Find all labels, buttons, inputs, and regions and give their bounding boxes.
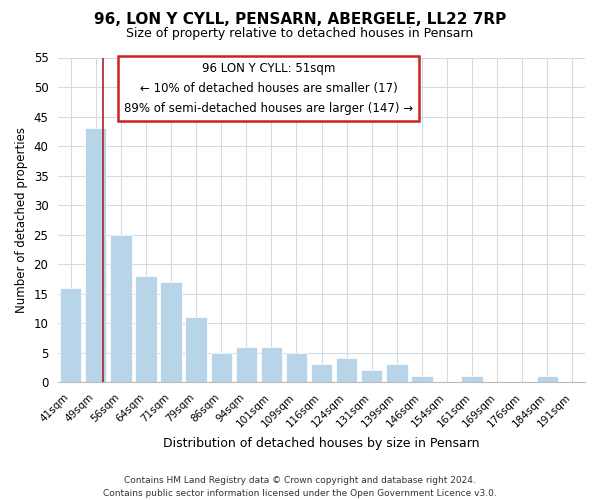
Text: 96 LON Y CYLL: 51sqm
← 10% of detached houses are smaller (17)
89% of semi-detac: 96 LON Y CYLL: 51sqm ← 10% of detached h…	[124, 62, 413, 116]
Bar	[211, 352, 232, 382]
X-axis label: Distribution of detached houses by size in Pensarn: Distribution of detached houses by size …	[163, 437, 480, 450]
Bar	[261, 346, 282, 382]
Bar	[411, 376, 433, 382]
Bar	[386, 364, 407, 382]
Bar	[461, 376, 483, 382]
Bar	[286, 352, 307, 382]
Bar	[60, 288, 82, 382]
Text: 96, LON Y CYLL, PENSARN, ABERGELE, LL22 7RP: 96, LON Y CYLL, PENSARN, ABERGELE, LL22 …	[94, 12, 506, 28]
Text: Contains HM Land Registry data © Crown copyright and database right 2024.
Contai: Contains HM Land Registry data © Crown c…	[103, 476, 497, 498]
Bar	[110, 234, 131, 382]
Bar	[185, 317, 207, 382]
Bar	[236, 346, 257, 382]
Y-axis label: Number of detached properties: Number of detached properties	[15, 127, 28, 313]
Text: Size of property relative to detached houses in Pensarn: Size of property relative to detached ho…	[127, 28, 473, 40]
Bar	[361, 370, 382, 382]
Bar	[336, 358, 358, 382]
Bar	[160, 282, 182, 382]
Bar	[85, 128, 106, 382]
Bar	[537, 376, 558, 382]
Bar	[135, 276, 157, 382]
Bar	[311, 364, 332, 382]
